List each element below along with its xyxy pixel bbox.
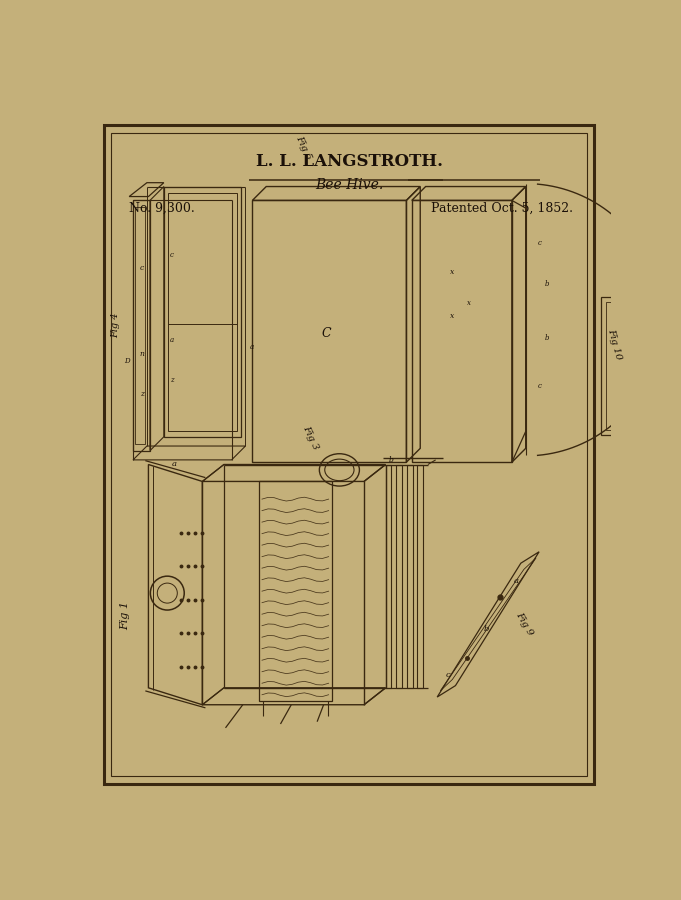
- Text: c: c: [170, 250, 174, 258]
- Text: a: a: [170, 336, 174, 344]
- Text: c: c: [140, 265, 144, 273]
- Text: z: z: [140, 390, 144, 398]
- Text: Bee Hive.: Bee Hive.: [315, 178, 383, 192]
- Text: x: x: [450, 267, 454, 275]
- Text: c: c: [445, 671, 450, 680]
- Text: a: a: [172, 460, 176, 468]
- Text: x: x: [466, 299, 471, 307]
- Text: Fig 10: Fig 10: [606, 328, 622, 361]
- Bar: [136, 207, 145, 445]
- Text: z: z: [170, 375, 174, 383]
- Bar: [407, 464, 413, 688]
- Text: b: b: [484, 626, 488, 633]
- Bar: [417, 464, 423, 688]
- Text: C: C: [321, 327, 331, 339]
- Text: Fig 3: Fig 3: [300, 424, 319, 451]
- Bar: [253, 201, 407, 463]
- Text: n: n: [140, 349, 145, 357]
- Text: b: b: [545, 280, 550, 288]
- Text: Fig 5: Fig 5: [294, 135, 313, 161]
- Text: a: a: [250, 343, 254, 351]
- Text: b: b: [545, 334, 550, 342]
- Text: Fig 1: Fig 1: [121, 601, 130, 630]
- Bar: [385, 464, 392, 688]
- Bar: [412, 201, 512, 463]
- Text: Fig 9: Fig 9: [515, 610, 535, 636]
- Text: D: D: [124, 357, 129, 365]
- Text: c: c: [537, 382, 541, 390]
- Circle shape: [157, 583, 177, 603]
- Bar: [601, 297, 656, 436]
- Text: Fig 4: Fig 4: [112, 313, 121, 338]
- Text: b: b: [389, 456, 394, 464]
- Text: x: x: [450, 312, 454, 320]
- Bar: [396, 464, 402, 688]
- Text: Patented Oct. 5, 1852.: Patented Oct. 5, 1852.: [430, 202, 573, 214]
- Bar: [606, 302, 650, 430]
- Bar: [168, 193, 237, 430]
- Text: c: c: [537, 238, 541, 247]
- Text: a: a: [513, 577, 518, 585]
- Text: L. L. LANGSTROTH.: L. L. LANGSTROTH.: [255, 153, 443, 170]
- Circle shape: [151, 576, 185, 610]
- Bar: [259, 482, 332, 701]
- Text: No. 9,300.: No. 9,300.: [129, 202, 195, 214]
